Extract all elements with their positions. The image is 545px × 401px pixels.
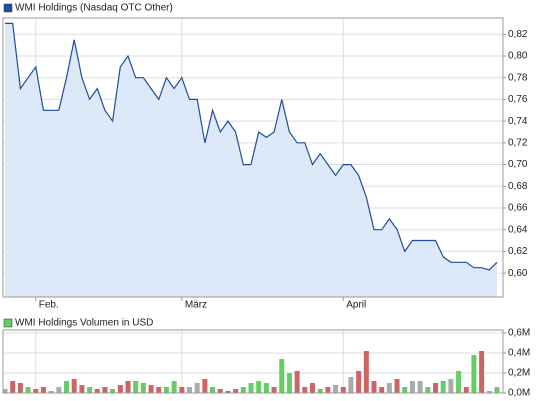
- volume-bar: [417, 381, 423, 393]
- y-tick-label: 0,0M: [508, 388, 530, 399]
- volume-bar: [471, 355, 477, 393]
- volume-bar: [379, 387, 385, 393]
- x-tick-label: März: [185, 300, 207, 311]
- y-tick-label: 0,4M: [508, 348, 530, 359]
- volume-bar: [363, 351, 369, 393]
- y-tick-label: 0,80: [508, 51, 528, 62]
- x-tick-label: Feb.: [39, 300, 59, 311]
- volume-bar: [294, 371, 300, 393]
- volume-bar: [56, 387, 62, 393]
- legend-swatch: [3, 3, 13, 13]
- price-line: [5, 22, 498, 271]
- volume-bar: [102, 387, 108, 393]
- volume-bar: [125, 381, 131, 393]
- y-tick-label: 0,62: [508, 246, 528, 257]
- x-tick-label: April: [346, 300, 366, 311]
- volume-bar: [17, 383, 23, 393]
- volume-bar: [317, 389, 323, 393]
- y-tick-label: 0,66: [508, 203, 528, 214]
- volume-bar: [494, 387, 500, 393]
- volume-bar: [486, 391, 492, 393]
- volume-bar: [325, 387, 331, 393]
- y-tick-label: 0,60: [508, 268, 528, 279]
- volume-bar: [25, 387, 31, 393]
- volume-bar: [40, 387, 46, 393]
- volume-bar: [79, 385, 85, 393]
- area: [5, 23, 497, 298]
- volume-bar: [440, 381, 446, 393]
- volume-bar: [148, 385, 154, 393]
- volume-bar: [433, 383, 438, 393]
- volume-bar: [10, 381, 16, 393]
- y-tick-label: 0,78: [508, 72, 528, 83]
- volume-bar: [140, 383, 146, 393]
- volume-bar: [71, 379, 77, 393]
- volume-bar: [194, 383, 200, 393]
- volume-bar: [48, 391, 54, 393]
- volume-bar: [210, 387, 216, 393]
- volume-bar: [479, 351, 485, 393]
- y-tick-label: 0,2M: [508, 368, 530, 379]
- volume-bar: [64, 381, 69, 393]
- volume-bar: [240, 387, 246, 393]
- volume-bar: [286, 373, 292, 393]
- y-tick-label: 0,82: [508, 29, 528, 40]
- volume-bar: [163, 387, 169, 393]
- volume-bar: [402, 387, 408, 393]
- volume-bar: [425, 387, 431, 393]
- plot-frame: [2, 17, 504, 298]
- volume-bar: [117, 385, 123, 393]
- volume-bar: [33, 389, 39, 393]
- volume-bar: [256, 381, 262, 393]
- volume-bar: [233, 389, 239, 393]
- volume-bar: [110, 389, 116, 393]
- y-tick-label: 0,68: [508, 181, 528, 192]
- volume-bar: [302, 387, 308, 393]
- volume-bar: [179, 387, 185, 393]
- volume-bar: [94, 389, 100, 393]
- y-tick-label: 0,70: [508, 159, 528, 170]
- y-tick-label: 0,76: [508, 94, 528, 105]
- volume-bar: [394, 379, 400, 393]
- y-tick-label: 0,64: [508, 224, 528, 235]
- volume-bar: [340, 387, 346, 393]
- y-tick-label: 0,72: [508, 137, 528, 148]
- legend-swatch: [3, 318, 13, 328]
- volume-bar: [348, 377, 354, 393]
- volume-bar: [456, 371, 462, 393]
- volume-bar: [248, 383, 254, 393]
- volume-bar: [409, 381, 415, 393]
- y-tick-label: 0,74: [508, 116, 528, 127]
- volume-bar: [279, 359, 285, 393]
- volume-bar: [271, 387, 277, 393]
- volume-bar: [133, 381, 139, 393]
- legend-label: WMI Holdings Volumen in USD: [15, 318, 153, 329]
- volume-bar: [356, 371, 362, 393]
- volume-bar: [217, 389, 223, 393]
- volume-bar: [2, 389, 8, 393]
- volume-bar: [371, 381, 377, 393]
- volume-bar: [463, 387, 469, 393]
- volume-bar: [310, 383, 315, 393]
- volume-bar: [87, 387, 93, 393]
- volume-bar: [171, 381, 177, 393]
- volume-bar: [225, 391, 231, 393]
- volume-bar: [202, 379, 208, 393]
- volume-bar: [386, 383, 392, 393]
- plot-frame: [2, 329, 504, 394]
- volume-bar: [187, 387, 192, 393]
- volume-bar: [333, 385, 339, 393]
- legend-label: WMI Holdings (Nasdaq OTC Other): [15, 3, 173, 14]
- volume-bar: [263, 383, 269, 393]
- volume-bar: [448, 379, 454, 393]
- volume-bar: [156, 387, 162, 393]
- y-tick-label: 0,6M: [508, 328, 530, 339]
